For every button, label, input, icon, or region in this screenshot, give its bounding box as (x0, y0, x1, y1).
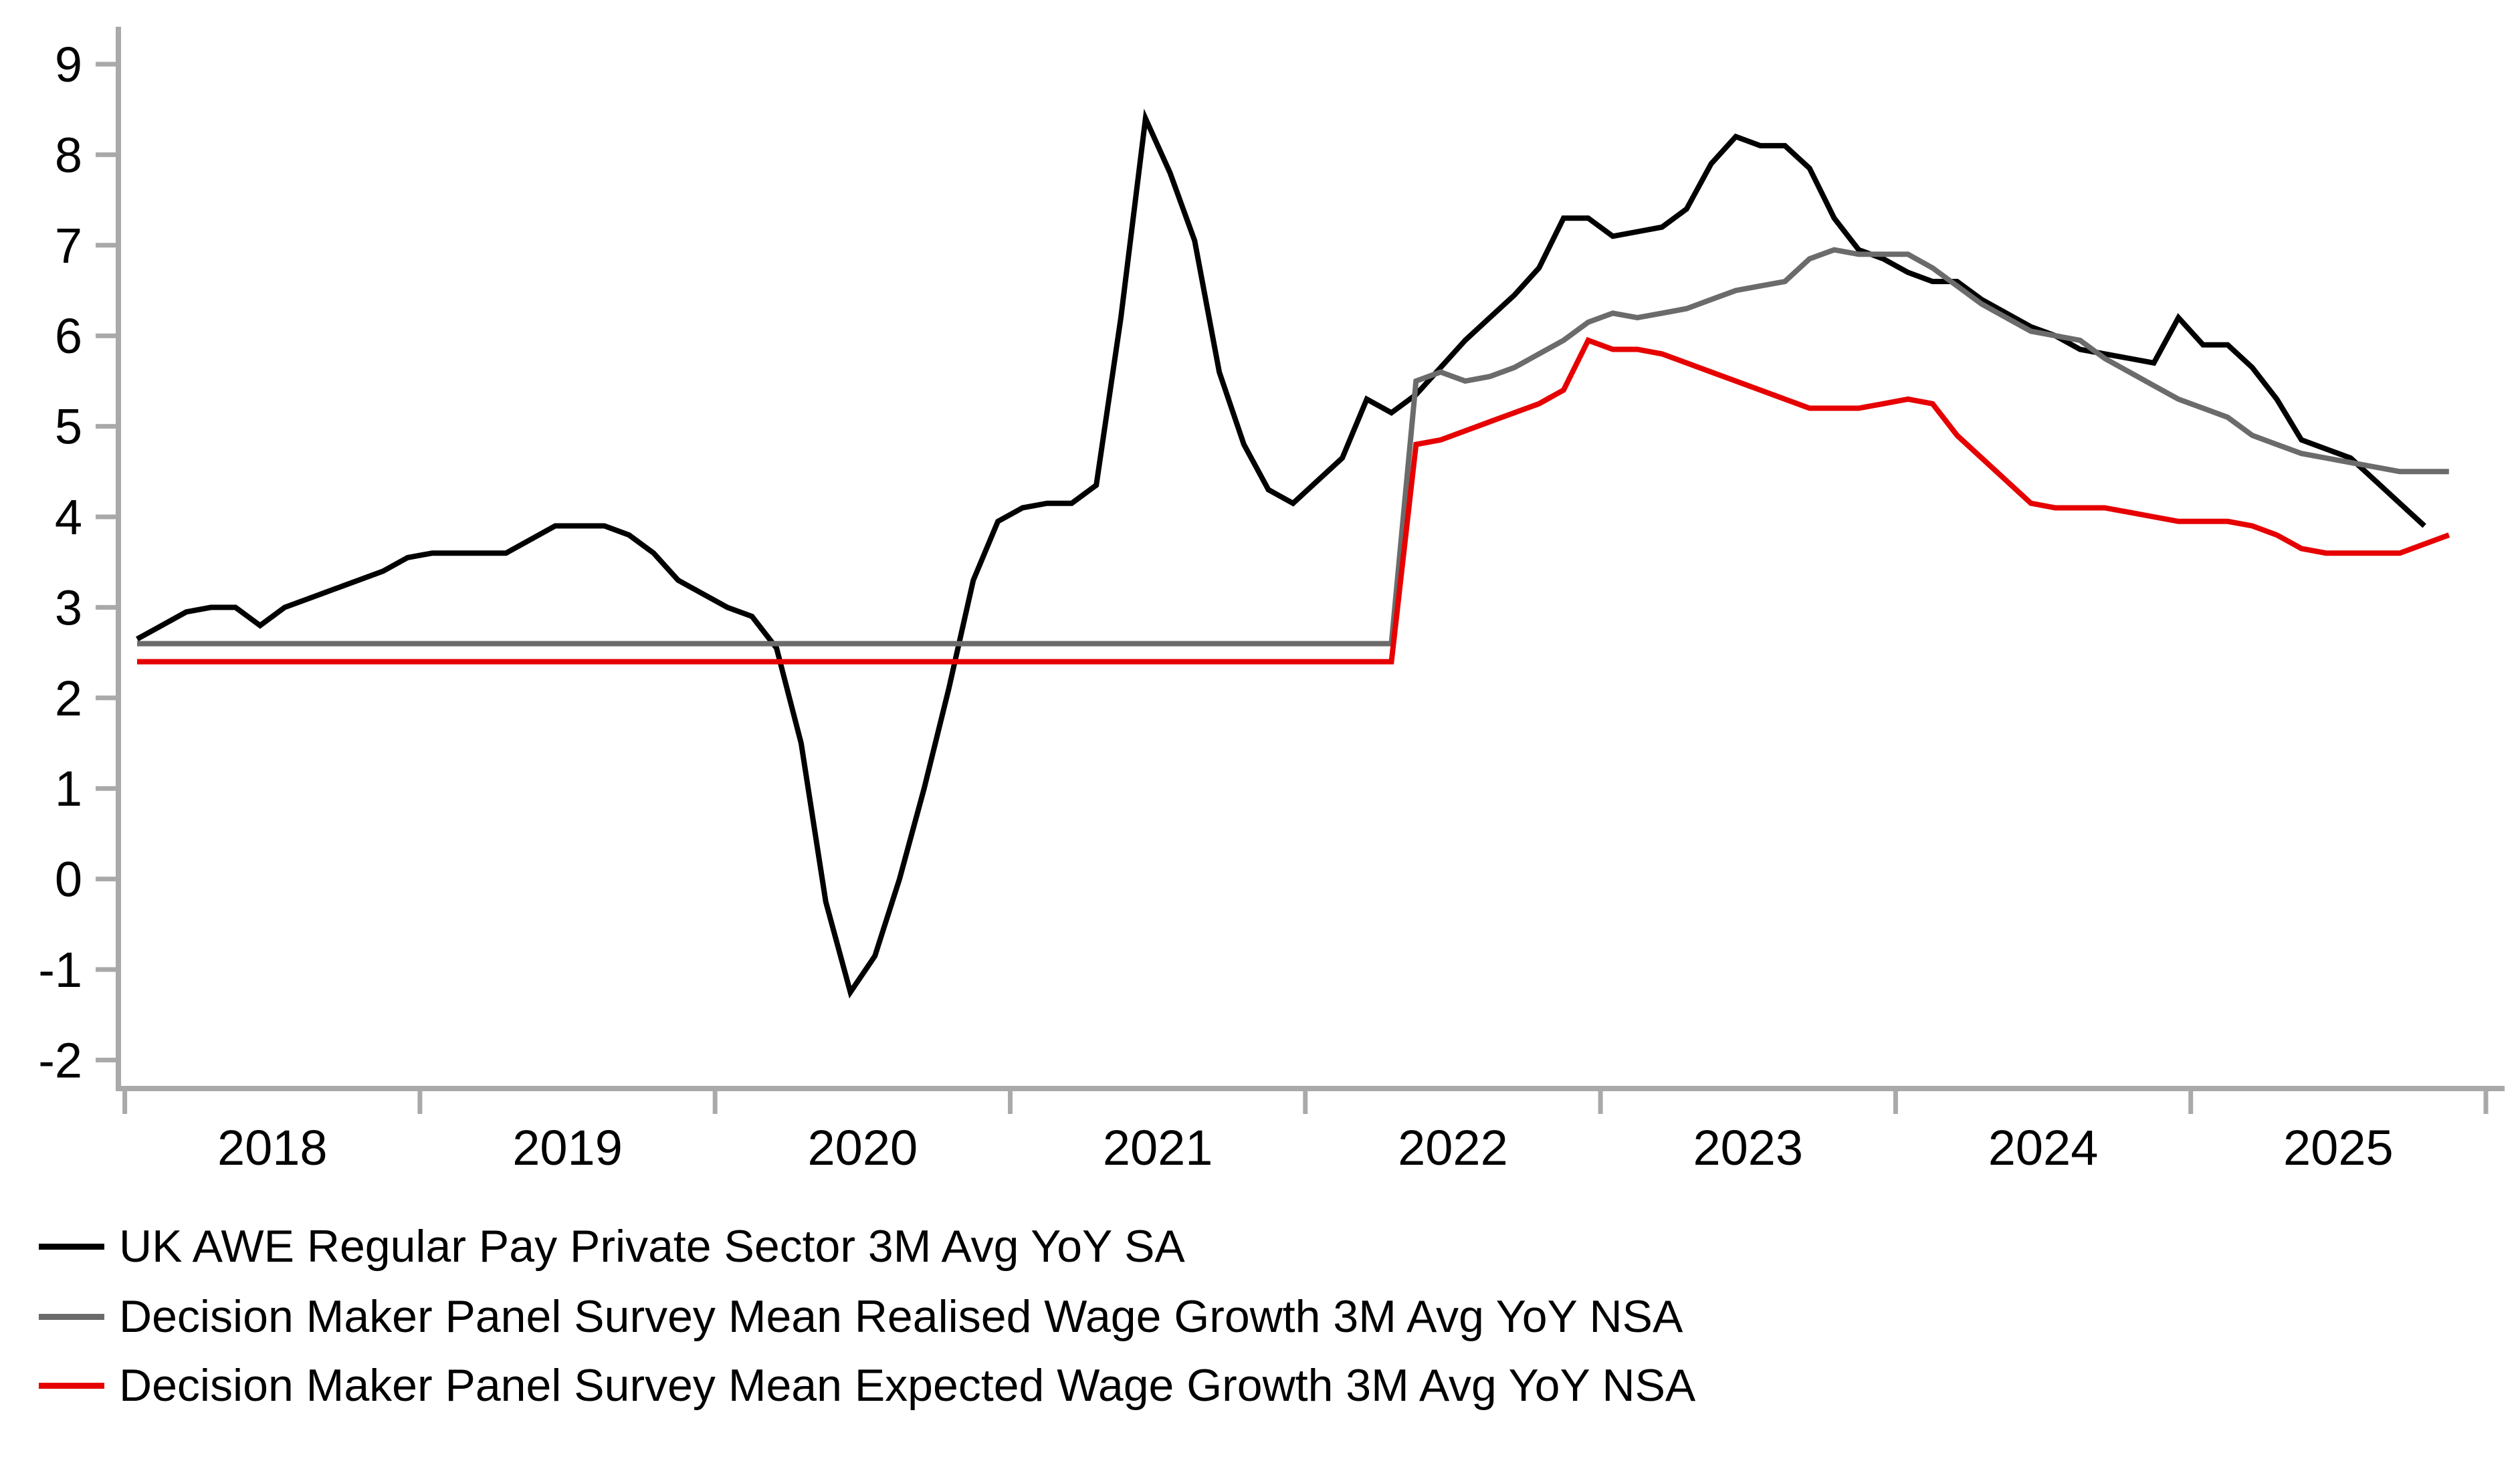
y-tick-label: 6 (55, 308, 82, 364)
x-tick-label: 2019 (512, 1120, 623, 1175)
legend-item-dmp-realised: Decision Maker Panel Survey Mean Realise… (39, 1291, 1683, 1342)
dmp-realised-series-line (137, 247, 2449, 647)
y-tick-label: 3 (55, 580, 82, 635)
x-tick-label: 2022 (1398, 1120, 1508, 1175)
y-tick-label: -2 (38, 1032, 82, 1088)
awe-series-line (136, 108, 2426, 999)
y-tick-label: -1 (38, 942, 82, 998)
dmp-expected-line-swatch (39, 1382, 104, 1389)
y-tick-label: 9 (55, 37, 82, 92)
awe-line-swatch (39, 1243, 104, 1250)
legend-label-dmp-expected: Decision Maker Panel Survey Mean Expecte… (119, 1360, 1696, 1411)
x-tick-label: 2023 (1693, 1120, 1803, 1175)
x-tick-label: 2020 (808, 1120, 918, 1175)
legend-item-awe: UK AWE Regular Pay Private Sector 3M Avg… (39, 1221, 1185, 1272)
y-axis-ticks: 9 8 7 6 5 4 3 2 1 0 -1 -2 (38, 37, 118, 1088)
y-tick-label: 1 (55, 761, 82, 816)
axes (116, 27, 2505, 1091)
x-tick-label: 2018 (217, 1120, 328, 1175)
dmp-expected-series-line (137, 337, 2450, 665)
y-tick-label: 0 (55, 852, 82, 907)
y-tick-label: 7 (55, 218, 82, 273)
legend-item-dmp-expected: Decision Maker Panel Survey Mean Expecte… (39, 1360, 1695, 1411)
legend-label-dmp-realised: Decision Maker Panel Survey Mean Realise… (119, 1291, 1683, 1342)
y-tick-label: 4 (55, 489, 82, 545)
y-tick-label: 2 (55, 671, 82, 726)
x-tick-label: 2021 (1103, 1120, 1213, 1175)
y-tick-label: 8 (55, 127, 82, 183)
y-tick-label: 5 (55, 399, 82, 455)
dmp-realised-line-swatch (39, 1313, 104, 1320)
x-axis-ticks: 2018 2019 2020 2021 2022 2023 2024 2025 (122, 1089, 2489, 1175)
legend-label-awe: UK AWE Regular Pay Private Sector 3M Avg… (119, 1221, 1185, 1272)
x-tick-label: 2024 (1988, 1120, 2099, 1175)
x-tick-label: 2025 (2283, 1120, 2394, 1175)
